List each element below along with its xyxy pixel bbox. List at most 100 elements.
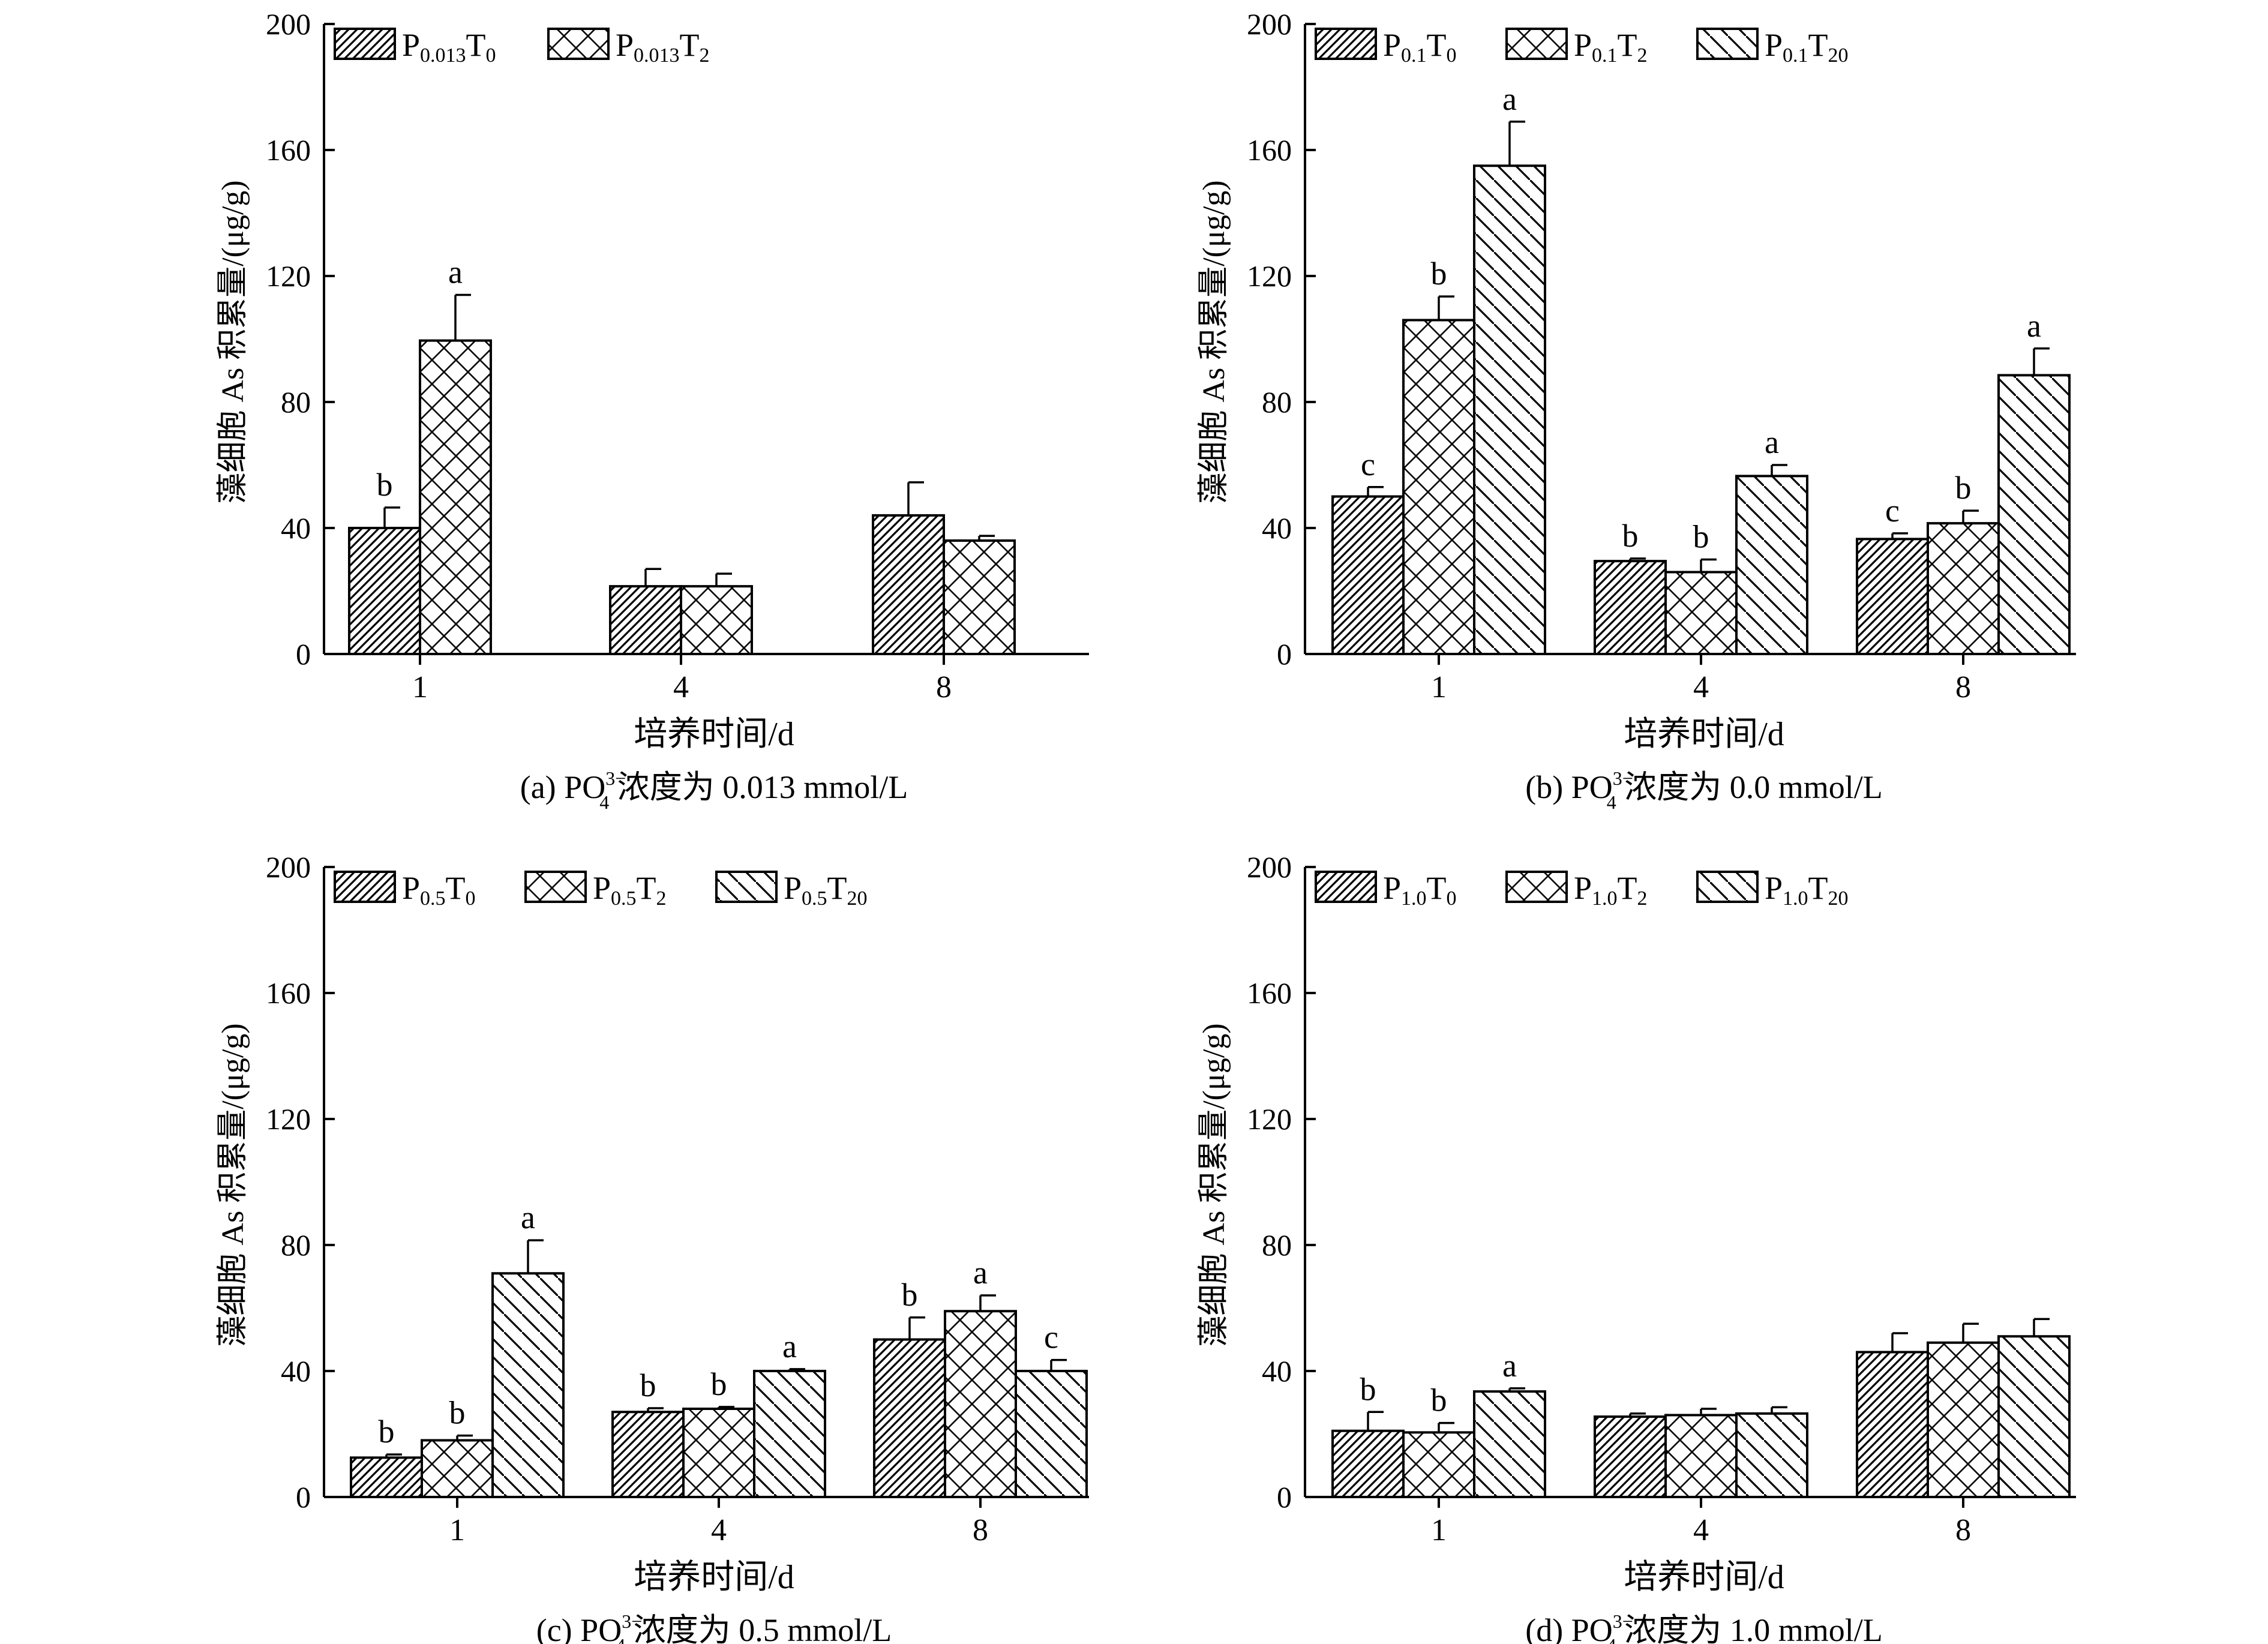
chart-panel-b: 0 40 80 120 160 200 藻细胞 As 积累量/(μg/g) 1 4 8 培养时间/d…: [1197, 7, 2076, 813]
legend-swatch: [524, 871, 587, 903]
legend-label: P0.013T0: [402, 27, 496, 67]
bar: [1856, 1351, 1929, 1498]
y-tick-label: 120: [266, 1102, 311, 1136]
bar: [944, 1310, 1017, 1498]
significance-label: b: [1360, 1371, 1376, 1407]
legend-item: P0.5T0: [334, 870, 476, 910]
y-tick-label: 80: [281, 385, 311, 419]
significance-label: b: [902, 1277, 918, 1313]
bar: [419, 339, 492, 655]
legend-label: P0.1T0: [1383, 27, 1457, 67]
bar: [1473, 1390, 1546, 1498]
legend-label: P0.1T2: [1574, 27, 1648, 67]
x-tick-label: 8: [1955, 670, 1971, 704]
significance-label: b: [449, 1395, 466, 1431]
panel-caption: (a) PO3− 4 浓度为 0.013 mmol/L: [520, 767, 908, 813]
bar: [421, 1439, 494, 1498]
x-tick-label: 4: [673, 670, 689, 704]
y-tick-label: 160: [266, 976, 311, 1010]
bar: [609, 585, 682, 655]
y-tick-label: 0: [296, 637, 311, 671]
legend-swatch: [547, 28, 610, 60]
bar: [753, 1370, 826, 1498]
significance-label: b: [1622, 518, 1639, 554]
bar: [1402, 319, 1475, 655]
bar: [1331, 495, 1405, 655]
legend-label: P0.5T20: [784, 870, 868, 910]
x-axis-title: 培养时间/d: [1624, 1559, 1784, 1596]
x-tick-label: 4: [711, 1513, 727, 1547]
legend-item: P1.0T0: [1315, 870, 1457, 910]
bar: [611, 1411, 685, 1498]
y-tick-label: 80: [281, 1228, 311, 1262]
legend-label: P1.0T0: [1383, 870, 1457, 910]
x-axis-title: 培养时间/d: [1624, 716, 1784, 753]
legend-label: P1.0T2: [1574, 870, 1648, 910]
y-tick-label: 80: [1262, 385, 1292, 419]
legend-swatch: [1505, 28, 1568, 60]
bar: [1997, 1335, 2071, 1498]
bar: [1997, 374, 2071, 655]
panel-caption: (b) PO3− 4 浓度为 0.0 mmol/L: [1525, 767, 1883, 813]
bar: [1735, 1412, 1808, 1498]
bar: [350, 1456, 423, 1498]
y-axis-title: 藻细胞 As 积累量/(μg/g): [1197, 180, 1231, 503]
y-tick-label: 200: [266, 7, 311, 41]
y-tick-label: 200: [266, 850, 311, 884]
y-tick-label: 200: [1247, 7, 1292, 41]
bar: [872, 514, 945, 655]
bar: [1856, 538, 1929, 655]
y-tick-label: 80: [1262, 1228, 1292, 1262]
y-tick-label: 160: [1247, 976, 1292, 1010]
legend-label: P0.5T0: [402, 870, 476, 910]
legend-swatch: [1505, 871, 1568, 903]
legend-item: P1.0T20: [1696, 870, 1849, 910]
y-tick-label: 40: [281, 511, 311, 545]
significance-label: a: [2027, 308, 2041, 344]
x-tick-label: 8: [936, 670, 952, 704]
panel-caption: (c) PO3−4 浓度为 0.5 mmol/L: [536, 1610, 892, 1644]
significance-label: a: [973, 1255, 988, 1291]
bar: [1331, 1429, 1405, 1498]
y-tick-label: 0: [296, 1480, 311, 1514]
legend-item: P0.1T20: [1696, 27, 1849, 67]
legend-label: P1.0T20: [1765, 870, 1849, 910]
significance-label: b: [711, 1366, 727, 1402]
legend-item: P0.1T2: [1505, 27, 1648, 67]
significance-label: a: [521, 1199, 535, 1235]
legend-swatch: [1315, 28, 1377, 60]
bar: [682, 1408, 755, 1498]
bar: [1015, 1370, 1088, 1498]
bar: [943, 539, 1016, 655]
bar: [1927, 522, 2000, 655]
y-tick-label: 40: [1262, 511, 1292, 545]
significance-label: a: [1502, 81, 1517, 117]
y-axis-title: 藻细胞 As 积累量/(μg/g): [216, 1023, 250, 1346]
legend-swatch: [1696, 871, 1759, 903]
significance-label: b: [379, 1414, 395, 1450]
y-tick-label: 0: [1277, 1480, 1292, 1514]
bar: [1664, 1414, 1738, 1498]
bar: [491, 1272, 565, 1498]
y-tick-label: 120: [1247, 1102, 1292, 1136]
x-tick-label: 1: [412, 670, 428, 704]
y-axis-title: 藻细胞 As 积累量/(μg/g): [216, 180, 250, 503]
x-tick-label: 1: [1431, 670, 1447, 704]
x-tick-label: 8: [973, 1513, 988, 1547]
y-tick-label: 40: [1262, 1354, 1292, 1388]
y-tick-label: 120: [1247, 259, 1292, 293]
legend-item: P0.013T0: [334, 27, 496, 67]
legend-item: P0.013T2: [547, 27, 710, 67]
y-tick-label: 0: [1277, 637, 1292, 671]
x-tick-label: 8: [1955, 1513, 1971, 1547]
significance-label: b: [640, 1367, 656, 1403]
y-tick-label: 160: [266, 133, 311, 167]
y-tick-label: 160: [1247, 133, 1292, 167]
legend-label: P0.5T2: [593, 870, 667, 910]
bar: [873, 1338, 946, 1498]
significance-label: c: [1044, 1319, 1058, 1355]
bar: [1594, 560, 1667, 655]
bar: [1402, 1431, 1475, 1498]
legend-item: P0.5T20: [715, 870, 868, 910]
